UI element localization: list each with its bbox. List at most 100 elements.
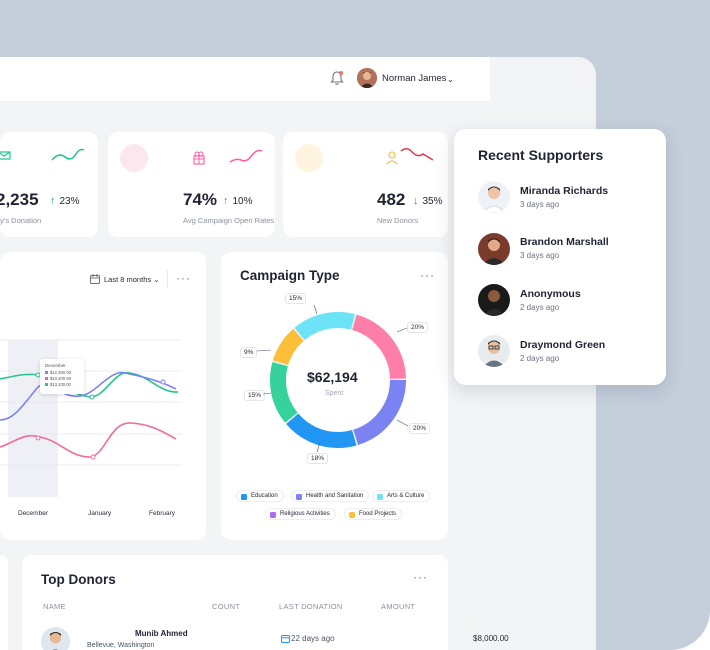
icon-circle	[120, 144, 148, 172]
icon-circle	[295, 144, 323, 172]
recent-supporters-card: Recent Supporters Miranda Richards 3 day…	[454, 129, 666, 385]
column-header[interactable]: AMOUNT	[381, 602, 416, 611]
month-label: February	[149, 510, 176, 517]
card-title: Campaign Type	[240, 268, 340, 283]
date-filter[interactable]: Last 8 months ⌄	[104, 275, 160, 284]
arrow-up-icon: ↑	[50, 195, 56, 207]
series-line-blue	[0, 371, 177, 421]
stat-card-open-rates: 74% ↑ 10% Avg Campaign Open Rates	[108, 132, 275, 237]
arrow-down-icon: ↓	[413, 195, 419, 207]
supporter-avatar[interactable]	[478, 233, 510, 265]
trend-chart-svg	[0, 339, 182, 497]
user-name[interactable]: Norman James	[382, 73, 447, 84]
trend-sparkline	[400, 148, 434, 161]
stat-value: 2,235	[0, 190, 39, 209]
legend-swatch	[377, 493, 383, 500]
donut-total-label: Spent	[325, 390, 344, 397]
legend-swatch	[349, 511, 355, 518]
trend-sparkline	[51, 148, 85, 161]
top-bar: Norman James ⌄	[0, 57, 490, 101]
campaign-type-card: Campaign Type ··· $62,194 Spent 20% 15% …	[221, 252, 448, 540]
donation-trend-card: Last 8 months ⌄ ··· Dec	[0, 252, 206, 540]
stat-card-new-donors: 482 ↓ 35% New Donors	[283, 132, 448, 237]
segment-label: 9%	[240, 347, 258, 358]
card-title: Top Donors	[41, 572, 116, 587]
supporter-name[interactable]: Draymond Green	[520, 339, 606, 351]
donut-segment[interactable]	[270, 312, 406, 448]
stat-value: 74%	[183, 190, 218, 209]
supporter-avatar[interactable]	[478, 181, 510, 213]
leader-line	[396, 419, 409, 427]
stat-label: Avg Campaign Open Rates	[183, 216, 275, 225]
legend-swatch	[296, 493, 302, 500]
segment-label: 15%	[244, 390, 266, 401]
leader-line	[313, 304, 318, 315]
supporter-name[interactable]: Brandon Marshall	[520, 236, 609, 248]
donut-segment[interactable]	[270, 312, 406, 448]
supporter-time: 2 days ago	[520, 303, 560, 312]
tooltip-value: $13,100.00	[50, 382, 71, 387]
legend-item: Health and Sanitation	[291, 490, 370, 502]
calendar-icon	[281, 635, 290, 643]
tooltip-swatch	[45, 377, 48, 380]
donut-total: $62,194	[307, 369, 358, 385]
top-donors-card: Top Donors ··· NAME COUNT LAST DONATION …	[22, 555, 448, 650]
legend-item: Arts & Culture	[372, 490, 431, 502]
donut-segment[interactable]	[270, 312, 406, 448]
month-label: January	[88, 510, 112, 517]
donut-segment[interactable]	[270, 312, 406, 448]
donor-amount: $8,000.00	[473, 634, 509, 643]
donor-name: Munib Ahmed	[135, 629, 188, 638]
label-leaders	[256, 304, 409, 453]
donor-location: Bellevue, Washington	[87, 642, 155, 649]
supporter-avatar[interactable]	[478, 284, 510, 316]
column-header[interactable]: COUNT	[212, 602, 241, 611]
more-options-button[interactable]: ···	[420, 268, 435, 282]
data-point	[90, 454, 96, 460]
card-title: Recent Supporters	[478, 147, 604, 163]
column-header[interactable]: NAME	[43, 602, 66, 611]
stat-change: ↑ 10%	[223, 195, 253, 207]
more-options-button[interactable]: ···	[413, 570, 428, 584]
arrow-up-icon: ↑	[223, 195, 229, 207]
supporter-name[interactable]: Anonymous	[520, 288, 581, 300]
leader-line	[316, 442, 321, 453]
leader-line	[256, 349, 272, 352]
more-options-button[interactable]: ···	[176, 271, 191, 285]
donut-chart	[270, 312, 406, 448]
last-donation: 22 days ago	[291, 634, 335, 643]
legend-item: Religious Activities	[265, 508, 336, 520]
supporter-avatar[interactable]	[478, 335, 510, 367]
supporter-time: 3 days ago	[520, 251, 560, 260]
data-point	[35, 435, 41, 441]
tooltip-value: $10,200.00	[50, 376, 71, 381]
leader-line	[396, 327, 408, 333]
segment-label: 15%	[285, 293, 307, 304]
segment-label: 20%	[407, 322, 429, 333]
data-point	[89, 394, 95, 400]
user-avatar[interactable]	[357, 68, 377, 88]
chevron-down-icon[interactable]: ⌄	[447, 75, 454, 84]
column-header[interactable]: LAST DONATION	[279, 602, 343, 611]
segment-label: 18%	[307, 453, 329, 464]
stat-change: ↑ 23%	[50, 195, 80, 207]
tooltip-swatch	[45, 383, 48, 386]
stat-change: ↓ 35%	[413, 195, 443, 207]
card-stub	[0, 555, 8, 650]
donor-avatar	[41, 627, 70, 650]
series-line-pink	[0, 422, 177, 458]
tooltip-title: December	[45, 363, 66, 368]
month-label: December	[18, 510, 48, 517]
calendar-icon[interactable]	[90, 274, 100, 284]
stat-label: ay's Donation	[0, 216, 42, 225]
divider	[167, 270, 168, 288]
legend-item: Food Projects	[344, 508, 403, 520]
data-point	[160, 379, 166, 385]
bell-icon[interactable]	[330, 70, 344, 91]
users-icon	[386, 151, 398, 165]
legend-swatch	[270, 511, 276, 518]
supporter-name[interactable]: Miranda Richards	[520, 185, 609, 197]
stat-value: 482	[377, 190, 406, 209]
supporter-time: 3 days ago	[520, 200, 560, 209]
gift-icon	[193, 151, 205, 165]
